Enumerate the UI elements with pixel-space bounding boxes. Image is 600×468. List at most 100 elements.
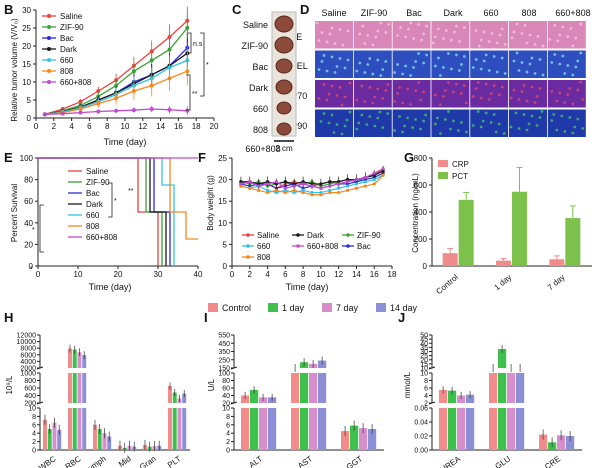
chart-g-ytick-label: 800 [414, 154, 428, 163]
chart-b-point [96, 89, 101, 93]
histology-speckle [579, 51, 583, 55]
histology-speckle [571, 73, 575, 77]
chart-j-axis-break [428, 366, 436, 370]
chart-b-legend-label: 808 [60, 67, 74, 76]
chart-i-bar [359, 428, 368, 450]
chart-f-point [274, 180, 279, 184]
chart-i-ytick-label: 6 [226, 422, 230, 429]
histology-speckle [327, 92, 331, 96]
chart-b-xtick-label: 6 [87, 122, 92, 131]
histology-speckle [432, 41, 435, 45]
chart-f-point [354, 178, 359, 182]
chart-b-legend-label: 660+808 [60, 78, 92, 87]
chart-f-point [363, 184, 367, 188]
chart-i-ytick-label: 2 [226, 439, 230, 446]
chart-b-point [149, 83, 154, 88]
histology-speckle [368, 57, 372, 60]
chart-f-ytick-label: 5 [223, 240, 228, 249]
histology-speckle [437, 56, 440, 60]
histology-speckle [333, 42, 337, 45]
chart-b-ytick-label: 15 [22, 60, 31, 69]
histology-speckle [538, 58, 542, 61]
chart-f-point [328, 190, 332, 195]
chart-h-bar [102, 433, 107, 450]
histology-speckle [458, 69, 461, 72]
histology-speckle [322, 54, 326, 57]
chart-i-bar [268, 408, 277, 450]
chart-h-bar [168, 386, 172, 403]
histology-speckle [500, 56, 504, 60]
histology-speckle [574, 65, 578, 69]
histology-speckle [371, 72, 375, 76]
chart-f-point [257, 188, 261, 192]
histology-speckle [393, 100, 396, 103]
chart-h-bar [68, 373, 72, 403]
histology-speckle [444, 89, 447, 92]
histology-speckle [498, 33, 502, 37]
chart-i-ytick-label: 10 [222, 406, 230, 413]
chart-g-bar [549, 259, 565, 266]
chart-f-ytick-label: 15 [218, 197, 227, 206]
histology-speckle [407, 27, 410, 31]
histology-speckle [376, 87, 380, 91]
chart-j-bar [466, 408, 475, 450]
histology-speckle [460, 63, 463, 66]
chart-f-xtick-label: 2 [248, 270, 253, 279]
shared-legend-swatch-7day [322, 303, 332, 312]
histology-speckle [487, 40, 491, 43]
chart-f-point [319, 193, 323, 197]
histology-speckle [530, 85, 534, 89]
histology-speckle [396, 92, 399, 95]
chart-h-axis-break [36, 401, 44, 405]
chart-b-annotation: ** [192, 91, 198, 98]
histology-speckle [503, 72, 507, 75]
histology-speckle [541, 44, 545, 48]
chart-h-category-label: RBC [64, 454, 83, 468]
chart-e-legend-label: ZIF-90 [86, 178, 110, 187]
histology-speckle [338, 28, 342, 31]
chart-h-category-label: WBC [37, 454, 58, 468]
chart-b-point [131, 108, 136, 113]
chart-g-bar [458, 199, 474, 266]
chart-j-category-label: UREA [439, 454, 463, 468]
histology-image [470, 21, 509, 49]
chart-i-category-label: ALT [247, 454, 264, 468]
chart-b-legend-marker [47, 25, 51, 29]
chart-b-legend-marker [47, 80, 51, 84]
histology-speckle [348, 81, 352, 85]
histology-speckle [573, 125, 577, 129]
histology-speckle [338, 57, 342, 60]
histology-speckle [568, 87, 572, 90]
panel-d-col-saline: Saline [321, 8, 346, 18]
chart-b-point [131, 89, 136, 93]
chart-h-bar [82, 355, 87, 368]
chart-i-bar [259, 408, 268, 450]
chart-b-legend-label: ZIF-90 [60, 23, 84, 32]
histology-speckle [320, 60, 324, 63]
histology-speckle [340, 132, 344, 136]
chart-j-ylabel: mmol/L [403, 371, 412, 398]
chart-b-point [149, 107, 154, 111]
chart-i-ytick-label: 80 [222, 378, 230, 385]
chart-j-ytick-label: 35 [420, 345, 428, 352]
histology-speckle [556, 39, 560, 43]
histology-speckle [442, 95, 445, 98]
histology-speckle [422, 32, 425, 36]
chart-j-bar [466, 394, 475, 403]
chart-h-bar [43, 419, 47, 450]
panel-label-e: E [4, 150, 13, 165]
chart-h-bar [52, 422, 57, 450]
histology-speckle [527, 122, 531, 126]
chart-e-ytick-label: 60 [24, 197, 33, 206]
histology-speckle [317, 68, 321, 71]
histology-speckle [453, 30, 456, 34]
histology-image [431, 109, 470, 137]
chart-h-ytick-label: 8 [32, 414, 36, 421]
tumor-image [276, 101, 292, 115]
chart-e-legend-label: 808 [86, 222, 100, 231]
chart-b-xtick-label: 20 [210, 122, 219, 131]
chart-b-xtick-label: 4 [69, 122, 74, 131]
chart-j-bar [498, 349, 507, 368]
chart-f-point [354, 186, 359, 190]
chart-i-bar [309, 373, 318, 403]
